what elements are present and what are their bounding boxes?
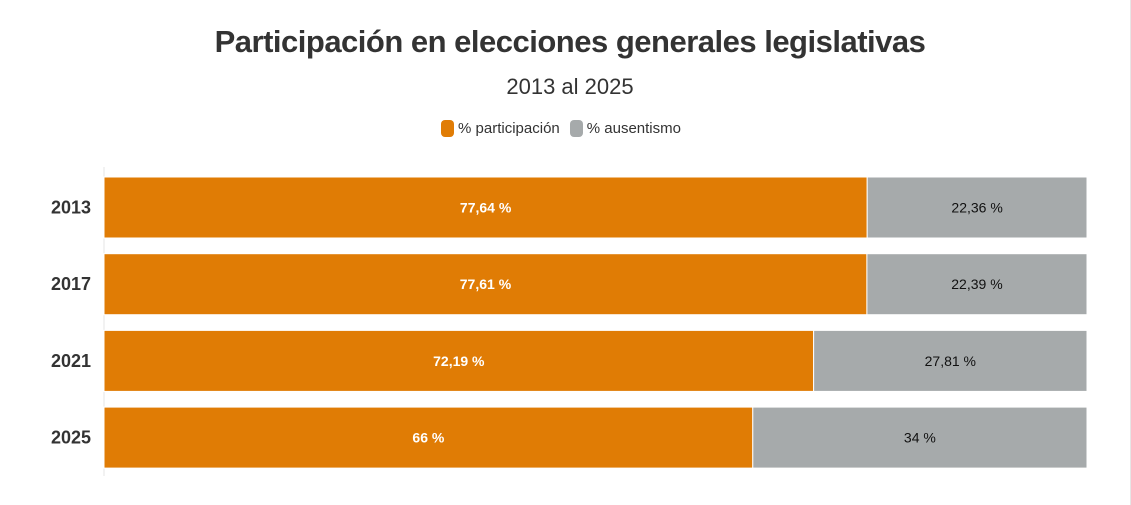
bar-participacion — [103, 406, 754, 469]
legend-label-ausentismo: % ausentismo — [586, 120, 681, 137]
legend-swatch-ausentismo — [569, 120, 583, 137]
y-tick-label: 2021 — [51, 351, 91, 371]
data-label: 27,81 % — [925, 353, 976, 369]
bar-participacion — [103, 253, 868, 316]
bar-participacion — [103, 176, 868, 239]
data-label: 72,19 % — [433, 353, 485, 369]
chart-title: Participación en elecciones generales le… — [214, 24, 926, 59]
data-label: 22,36 % — [951, 200, 1002, 216]
legend-label-participacion: % participación — [458, 120, 560, 137]
data-label: 22,39 % — [951, 276, 1002, 292]
data-label: 77,61 % — [460, 276, 512, 292]
y-tick-label: 2013 — [51, 198, 91, 218]
bar-participacion — [103, 329, 815, 392]
bar-ausentismo — [866, 176, 1088, 239]
bar-ausentismo — [752, 406, 1088, 469]
data-label: 34 % — [904, 430, 936, 446]
legend-item-ausentismo[interactable]: % ausentismo — [569, 120, 681, 137]
chart-subtitle: 2013 al 2025 — [506, 74, 634, 99]
legend-swatch-participacion — [441, 120, 455, 137]
data-label: 77,64 % — [460, 200, 512, 216]
legend: % participación % ausentismo — [0, 120, 1122, 137]
bar-ausentismo — [866, 253, 1088, 316]
bar-ausentismo — [813, 329, 1088, 392]
data-label: 66 % — [412, 430, 444, 446]
y-tick-label: 2025 — [51, 428, 91, 448]
y-tick-label: 2017 — [51, 274, 91, 294]
legend-item-participacion[interactable]: % participación — [441, 120, 560, 137]
